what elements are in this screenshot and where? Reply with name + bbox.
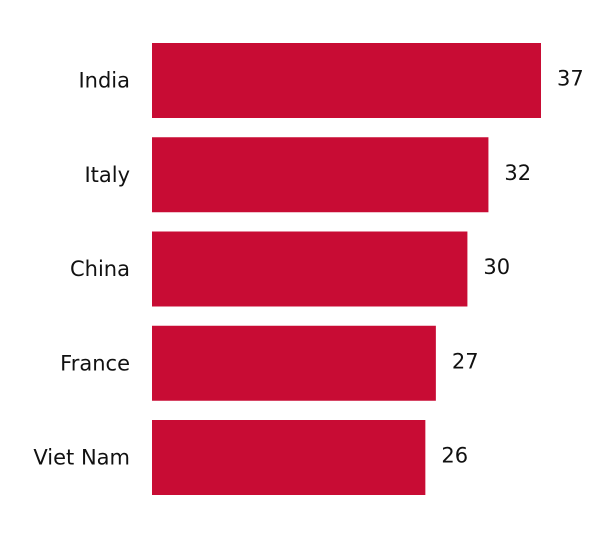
value-label: 30 [483,255,510,279]
bar [152,420,426,495]
category-label: China [70,257,130,281]
bar [152,231,468,307]
category-label: France [60,351,130,375]
value-label: 26 [441,444,468,468]
bar [152,43,541,118]
bar [152,137,489,213]
value-label: 32 [504,161,531,185]
category-label: Viet Nam [33,446,130,470]
category-label: India [78,69,130,93]
value-label: 27 [452,349,479,373]
bar [152,325,436,401]
category-label: Italy [84,163,130,187]
value-label: 37 [557,67,584,91]
